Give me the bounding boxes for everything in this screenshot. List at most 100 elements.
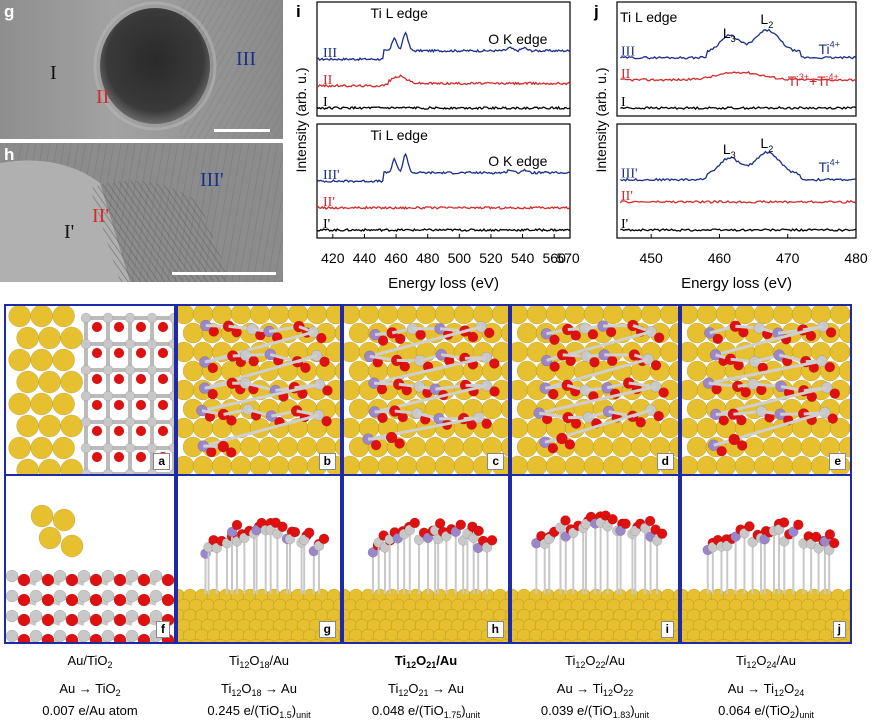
o-atom — [113, 451, 125, 463]
o-atom — [161, 593, 174, 607]
au-atom — [838, 398, 850, 420]
au-atom — [178, 638, 191, 642]
caption-transfer-direction: Au → Ti12O22 — [556, 681, 634, 698]
cluster-atom — [779, 536, 790, 547]
o-atom — [489, 386, 500, 397]
chart-j-letter: j — [593, 2, 599, 21]
au-atom — [741, 638, 755, 642]
au-atom — [239, 436, 261, 458]
chart-j-series-label: III' — [621, 167, 638, 182]
au-atom — [696, 417, 718, 439]
o-atom — [113, 321, 125, 333]
ti-atom — [125, 629, 139, 642]
au-atom — [491, 341, 508, 363]
ti-atom — [124, 338, 136, 350]
ti-atom — [146, 338, 158, 350]
structure-label-a: a — [153, 453, 170, 470]
au-atom — [487, 638, 501, 642]
caption-transfer-direction: Au → TiO2 — [59, 681, 121, 698]
o-atom — [65, 633, 79, 642]
tem-g-nanoparticle — [100, 8, 210, 124]
cluster-atom — [385, 431, 398, 444]
au-atom — [512, 417, 529, 439]
o-atom — [607, 513, 618, 525]
au-atom — [379, 638, 393, 642]
au-atom — [178, 341, 195, 363]
au-atom — [451, 638, 465, 642]
ti-atom — [80, 442, 92, 454]
chart-j-series-II' — [619, 199, 857, 204]
chart-j-series-III — [620, 28, 857, 60]
o-atom — [570, 418, 582, 429]
chart-j-series-label: I' — [621, 217, 628, 232]
o-atom — [135, 373, 147, 385]
o-atom — [605, 326, 617, 338]
au-atom — [810, 455, 832, 474]
o-atom — [226, 447, 237, 458]
caption-charge-value: 0.039 e/(TiO1.83)unit — [540, 703, 650, 720]
au-atom — [8, 348, 31, 372]
o-atom — [548, 388, 559, 400]
au-atom — [526, 455, 548, 474]
structure-label-d: d — [656, 453, 674, 470]
au-atom — [427, 638, 441, 642]
chart-j-series-label: I — [621, 95, 626, 110]
ti-atom — [77, 609, 91, 623]
au-atom — [838, 322, 850, 344]
o-atom — [377, 335, 389, 346]
chart-i-annotation-ti: Ti L edge — [371, 5, 429, 21]
ti-atom — [125, 589, 139, 603]
structure-render-b — [178, 306, 340, 474]
caption-charge-value: 0.064 e/(TiO2)unit — [718, 703, 814, 720]
ti-atom — [168, 338, 174, 350]
chart-j-l3-label: L3 — [723, 141, 736, 160]
ti-atom — [168, 468, 174, 474]
o-atom — [793, 519, 804, 530]
au-atom — [526, 306, 548, 325]
au-atom — [230, 306, 252, 325]
structure-label-h: h — [486, 621, 504, 638]
cluster-atom — [313, 540, 325, 552]
ti-atom — [124, 312, 136, 324]
ti-atom — [53, 629, 67, 642]
bond — [201, 383, 320, 413]
au-atom — [547, 638, 561, 642]
structure-render-c — [344, 306, 508, 474]
au-atom — [192, 455, 214, 474]
au-atom — [499, 638, 508, 642]
au-atom — [765, 638, 779, 642]
o-atom — [635, 417, 646, 428]
o-atom — [65, 613, 79, 627]
caption-transfer-direction: Ti12O18 → Au — [221, 681, 297, 698]
o-atom — [736, 440, 748, 451]
o-atom — [565, 355, 576, 367]
au-atom — [512, 379, 529, 401]
caption-system-name: Ti12O18/Au — [228, 653, 290, 670]
ti-atom — [102, 390, 114, 402]
cluster-atom — [481, 541, 493, 553]
au-atom — [334, 438, 340, 456]
cluster-atom — [226, 526, 238, 538]
o-atom — [113, 373, 125, 385]
au-atom — [178, 306, 195, 325]
au-atom — [696, 455, 718, 474]
o-atom — [560, 515, 571, 526]
au-atom — [838, 436, 850, 458]
au-atom — [573, 436, 595, 458]
au-atom — [396, 306, 418, 325]
chart-i-tick-label: 420 — [321, 250, 345, 266]
o-atom — [41, 633, 55, 642]
au-atom — [178, 379, 195, 401]
o-atom — [135, 399, 147, 411]
au-atom — [325, 341, 340, 363]
o-atom — [65, 573, 79, 587]
au-atom — [358, 455, 380, 474]
cluster-atom — [730, 531, 741, 542]
au-atom — [801, 638, 815, 642]
au-atom — [258, 436, 280, 458]
o-atom — [157, 347, 169, 359]
au-atom — [377, 455, 399, 474]
au-atom — [631, 638, 645, 642]
au-atom — [201, 638, 215, 642]
